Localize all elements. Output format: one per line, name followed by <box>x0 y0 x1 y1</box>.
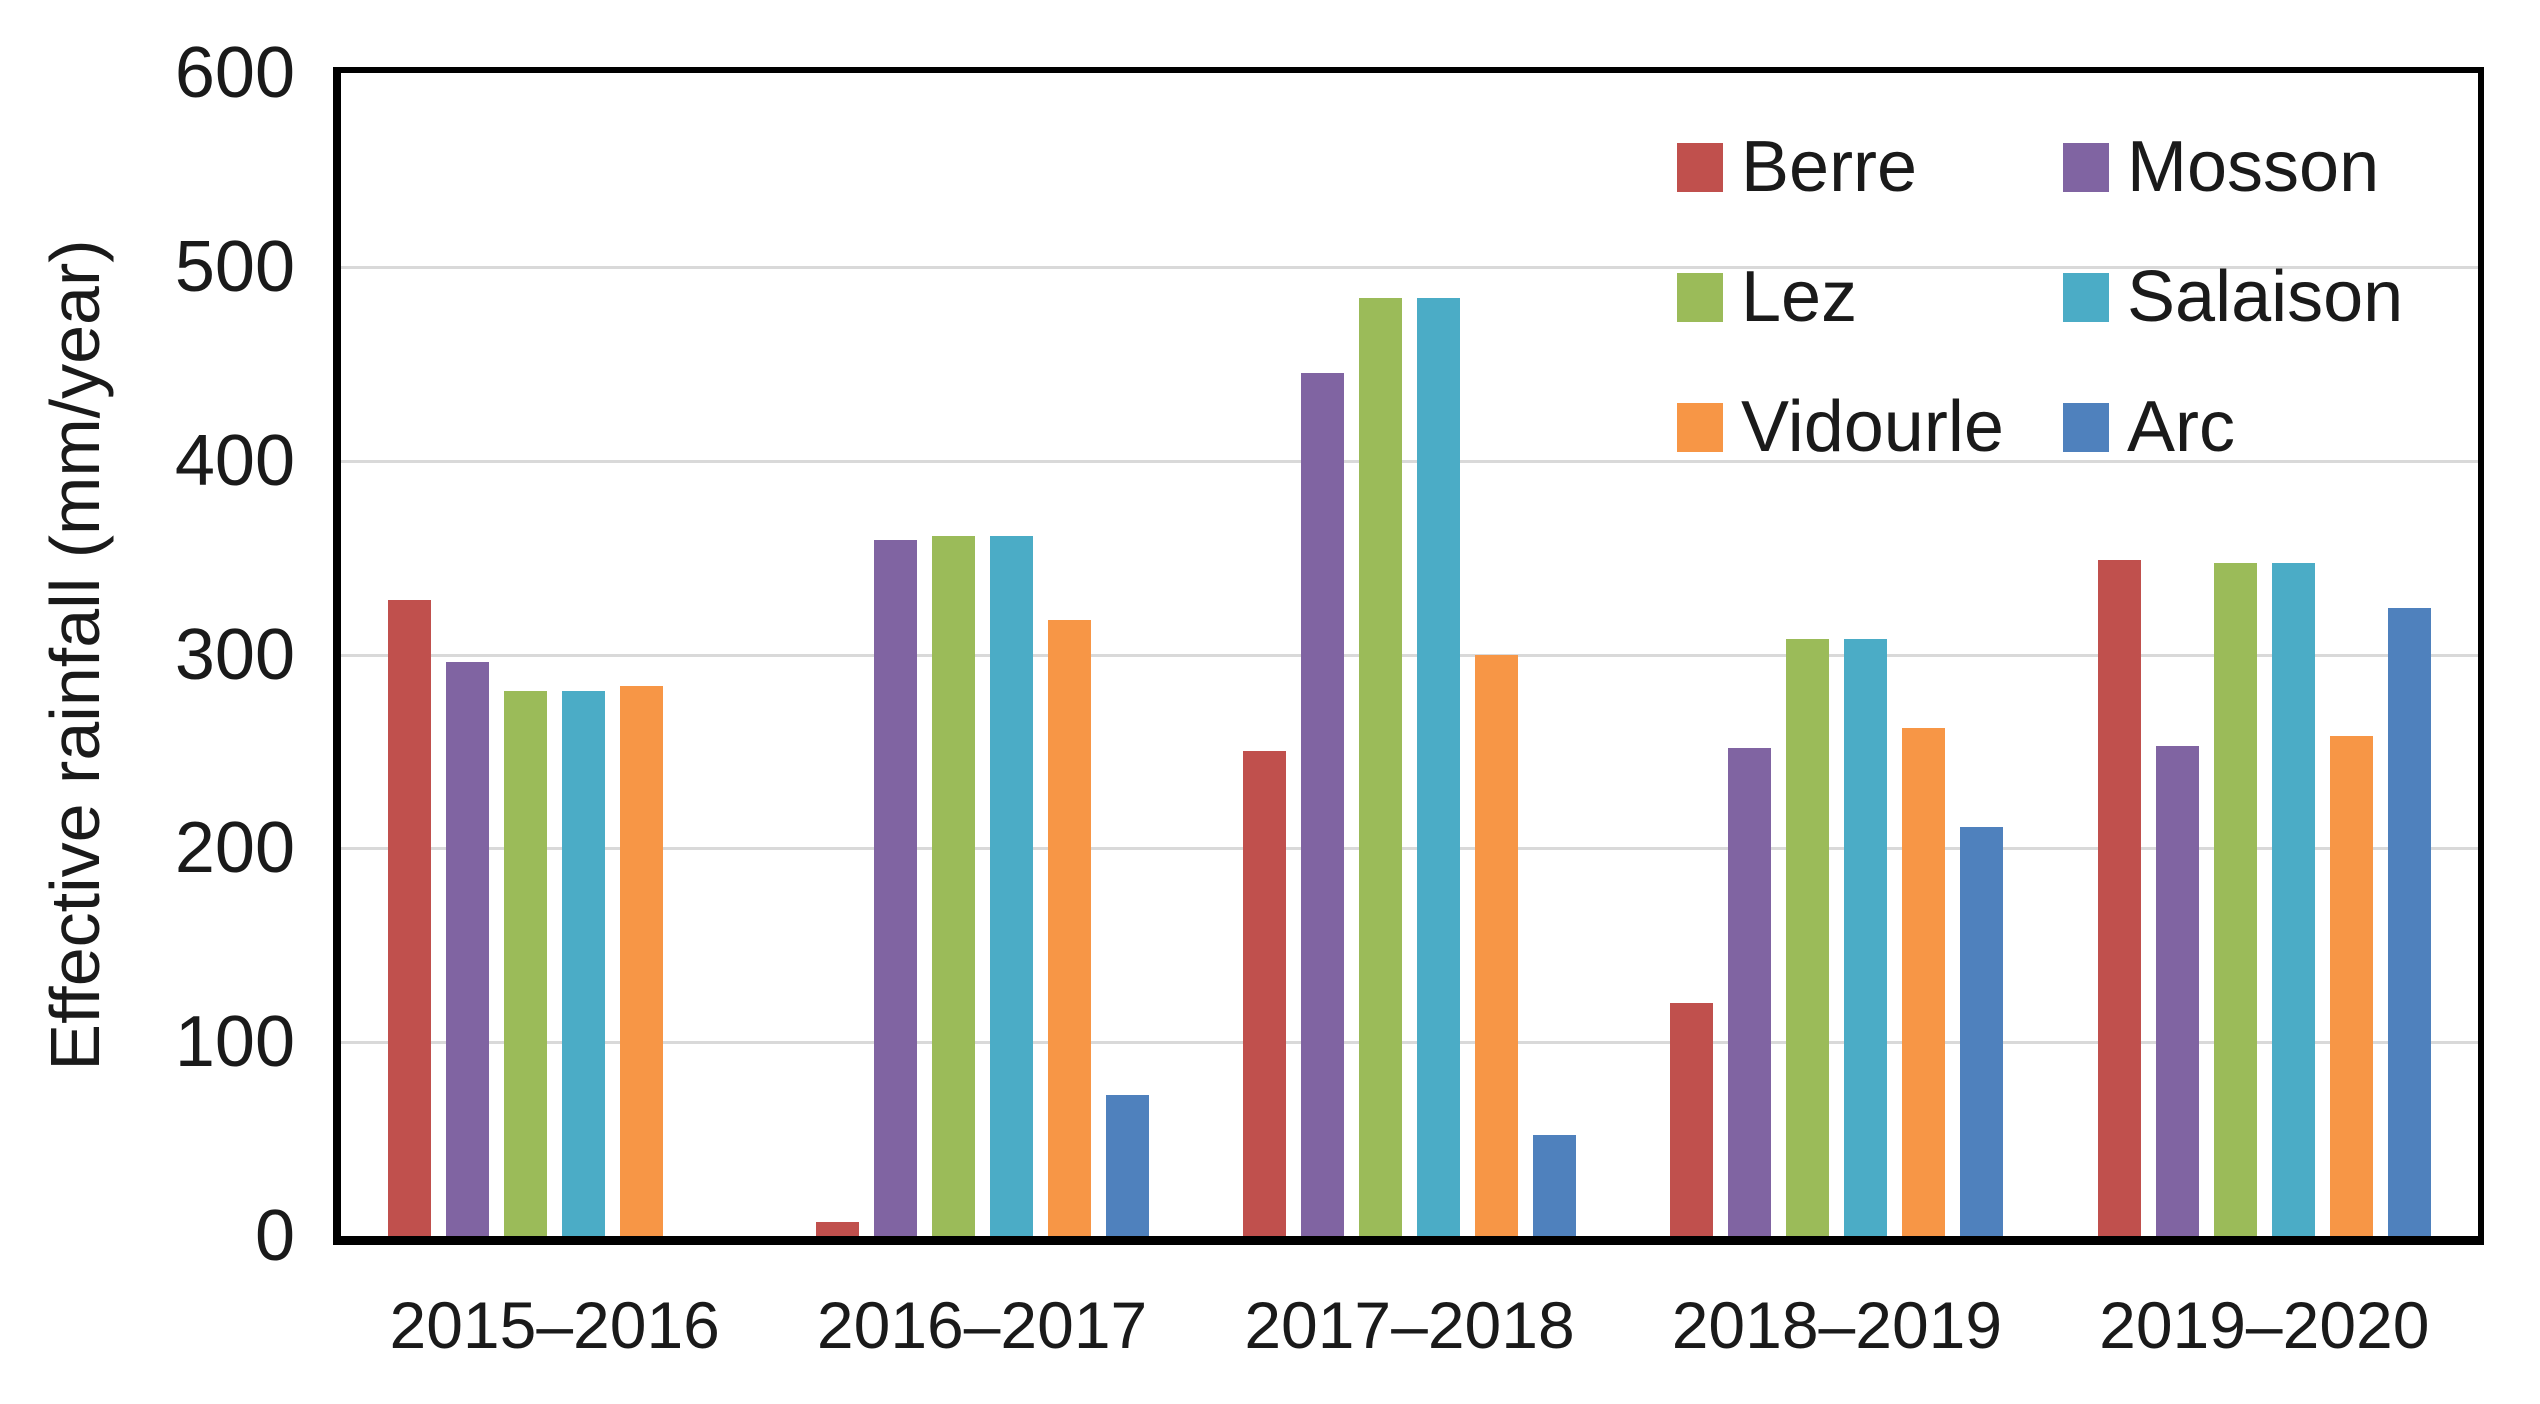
bar-berre <box>815 1222 859 1236</box>
bar-lez <box>504 691 548 1236</box>
legend-swatch-icon <box>2063 142 2109 192</box>
x-category-label: 2019–2020 <box>2099 1288 2430 1362</box>
bar-arc <box>2387 607 2431 1236</box>
bar-berre <box>1670 1003 1714 1236</box>
legend-label: Arc <box>2127 387 2235 467</box>
bar-arc <box>1105 1094 1149 1236</box>
x-category-label: 2017–2018 <box>1244 1288 1575 1362</box>
bar-salaison <box>989 536 1033 1236</box>
legend-item-arc: Arc <box>2063 386 2403 468</box>
bar-lez <box>1358 297 1402 1236</box>
bar-lez <box>931 536 975 1236</box>
legend-item-salaison: Salaison <box>2063 256 2403 338</box>
bar-arc <box>1960 827 2004 1236</box>
legend-label: Vidourle <box>1741 387 2004 467</box>
bar-mosson <box>446 662 490 1236</box>
legend-item-mosson: Mosson <box>2063 126 2403 208</box>
legend-label: Berre <box>1741 127 1918 207</box>
y-tick-label: 600 <box>174 33 295 113</box>
gridline <box>341 653 2478 657</box>
bar-group <box>1623 73 2050 1236</box>
bar-vidourle <box>2329 735 2373 1236</box>
legend-item-berre: Berre <box>1677 126 2063 208</box>
bar-berre <box>388 600 432 1236</box>
legend-swatch-icon <box>1677 402 1723 452</box>
bar-mosson <box>873 540 917 1236</box>
gridline <box>341 1041 2478 1045</box>
y-tick-label: 300 <box>174 614 295 695</box>
x-category-label: 2016–2017 <box>816 1288 1148 1362</box>
legend-swatch-icon <box>1677 272 1723 322</box>
y-tick-label: 200 <box>174 808 295 889</box>
legend-label: Salaison <box>2127 257 2404 337</box>
bar-vidourle <box>1474 654 1518 1236</box>
bar-salaison <box>2271 563 2315 1236</box>
bar-group <box>341 73 768 1236</box>
gridline <box>341 847 2478 851</box>
bar-group <box>768 73 1195 1236</box>
legend-swatch-icon <box>2063 272 2109 322</box>
x-category-label: 2018–2019 <box>1671 1288 2003 1362</box>
gridline <box>341 265 2478 269</box>
legend-item-vidourle: Vidourle <box>1677 386 2063 468</box>
y-tick-label: 500 <box>174 226 295 307</box>
bar-berre <box>2097 559 2141 1236</box>
bar-lez <box>1786 639 1830 1236</box>
bar-vidourle <box>620 685 664 1236</box>
bar-vidourle <box>1047 619 1091 1236</box>
bar-berre <box>1242 751 1286 1236</box>
legend-label: Mosson <box>2127 127 2380 207</box>
x-category-label: 2015–2016 <box>389 1288 720 1362</box>
bar-salaison <box>1844 639 1888 1236</box>
bar-group <box>1196 73 1623 1236</box>
bar-group <box>2051 73 2478 1236</box>
bar-vidourle <box>1902 728 1946 1236</box>
y-tick-label: 0 <box>254 1196 295 1276</box>
bar-salaison <box>1416 297 1460 1236</box>
bar-mosson <box>1300 373 1344 1236</box>
bar-lez <box>2213 563 2257 1236</box>
legend: Berre Mosson Lez Salaison Vidourle Arc <box>1677 102 2403 492</box>
bar-arc <box>1532 1135 1576 1236</box>
bar-salaison <box>562 691 606 1236</box>
gridline <box>341 459 2478 463</box>
y-tick-label: 100 <box>174 1002 295 1083</box>
legend-item-lez: Lez <box>1677 256 2063 338</box>
bar-mosson <box>2155 745 2199 1236</box>
legend-label: Lez <box>1741 257 1858 337</box>
plot-area <box>333 67 2484 1245</box>
bar-mosson <box>1728 747 1772 1236</box>
legend-swatch-icon <box>1677 142 1723 192</box>
y-tick-label: 400 <box>174 420 295 501</box>
legend-swatch-icon <box>2063 402 2109 452</box>
